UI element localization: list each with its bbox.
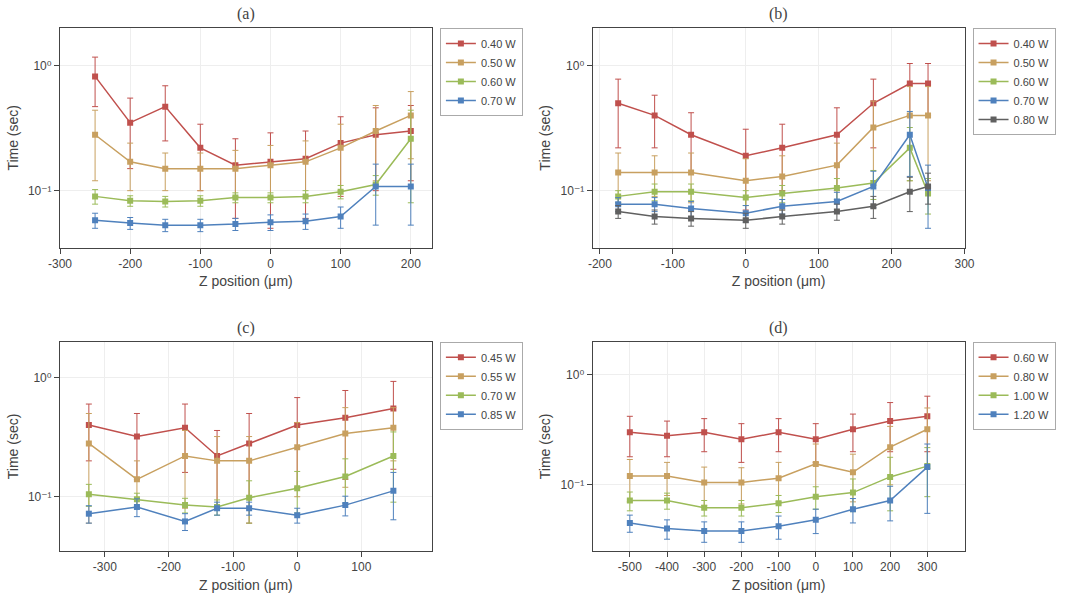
svg-text:-100: -100 [221, 560, 245, 574]
svg-text:-200: -200 [157, 560, 181, 574]
svg-text:-100: -100 [767, 560, 791, 574]
svg-text:0.70 W: 0.70 W [481, 95, 516, 107]
svg-text:Time (sec): Time (sec) [5, 105, 21, 171]
svg-text:-200: -200 [588, 257, 612, 271]
svg-text:-500: -500 [618, 560, 642, 574]
svg-text:100: 100 [843, 560, 863, 574]
svg-text:-100: -100 [661, 257, 685, 271]
svg-text:200: 200 [880, 560, 900, 574]
svg-text:0.85 W: 0.85 W [481, 409, 516, 421]
svg-text:0: 0 [294, 560, 301, 574]
svg-text:0.40 W: 0.40 W [481, 38, 516, 50]
svg-text:Time (sec): Time (sec) [5, 414, 21, 480]
svg-text:10⁻¹: 10⁻¹ [28, 184, 52, 198]
svg-text:0.50 W: 0.50 W [481, 57, 516, 69]
svg-text:0.80 W: 0.80 W [1014, 371, 1049, 383]
svg-text:300: 300 [954, 257, 974, 271]
svg-text:Z position (μm): Z position (μm) [199, 273, 293, 289]
svg-text:Z position (μm): Z position (μm) [732, 577, 826, 593]
svg-text:-100: -100 [188, 257, 212, 271]
svg-text:100: 100 [351, 560, 371, 574]
svg-text:(d): (d) [769, 319, 788, 337]
svg-text:1.00 W: 1.00 W [1014, 390, 1049, 402]
svg-text:Z position (μm): Z position (μm) [732, 273, 826, 289]
svg-text:10⁰: 10⁰ [566, 368, 584, 382]
svg-text:(b): (b) [769, 5, 788, 23]
svg-text:-300: -300 [48, 257, 72, 271]
svg-text:200: 200 [882, 257, 902, 271]
svg-text:200: 200 [401, 257, 421, 271]
svg-text:0.70 W: 0.70 W [1014, 95, 1049, 107]
svg-text:100: 100 [331, 257, 351, 271]
svg-text:0.80 W: 0.80 W [1014, 114, 1049, 126]
svg-text:1.20 W: 1.20 W [1014, 409, 1049, 421]
svg-text:100: 100 [809, 257, 829, 271]
svg-text:0.50 W: 0.50 W [1014, 57, 1049, 69]
svg-text:0.70 W: 0.70 W [481, 390, 516, 402]
svg-text:(c): (c) [237, 319, 255, 337]
svg-text:10⁰: 10⁰ [33, 371, 51, 385]
svg-text:0.60 W: 0.60 W [1014, 352, 1049, 364]
svg-text:0: 0 [267, 257, 274, 271]
svg-text:(a): (a) [237, 5, 255, 23]
svg-text:-200: -200 [118, 257, 142, 271]
svg-text:0.60 W: 0.60 W [481, 76, 516, 88]
svg-text:-300: -300 [93, 560, 117, 574]
svg-text:10⁻¹: 10⁻¹ [561, 184, 585, 198]
svg-text:-200: -200 [729, 560, 753, 574]
svg-text:300: 300 [917, 560, 937, 574]
svg-text:Time (sec): Time (sec) [537, 414, 553, 480]
svg-text:0.45 W: 0.45 W [481, 352, 516, 364]
svg-text:0.40 W: 0.40 W [1014, 38, 1049, 50]
svg-text:Time (sec): Time (sec) [537, 105, 553, 171]
svg-text:0: 0 [812, 560, 819, 574]
svg-text:Z position (μm): Z position (μm) [199, 577, 293, 593]
svg-text:10⁰: 10⁰ [566, 59, 584, 73]
svg-text:0: 0 [742, 257, 749, 271]
svg-text:0.60 W: 0.60 W [1014, 76, 1049, 88]
svg-text:10⁻¹: 10⁻¹ [561, 478, 585, 492]
svg-text:0.55 W: 0.55 W [481, 371, 516, 383]
svg-text:-400: -400 [655, 560, 679, 574]
svg-text:10⁰: 10⁰ [33, 59, 51, 73]
svg-text:-300: -300 [692, 560, 716, 574]
svg-text:10⁻¹: 10⁻¹ [28, 490, 52, 504]
